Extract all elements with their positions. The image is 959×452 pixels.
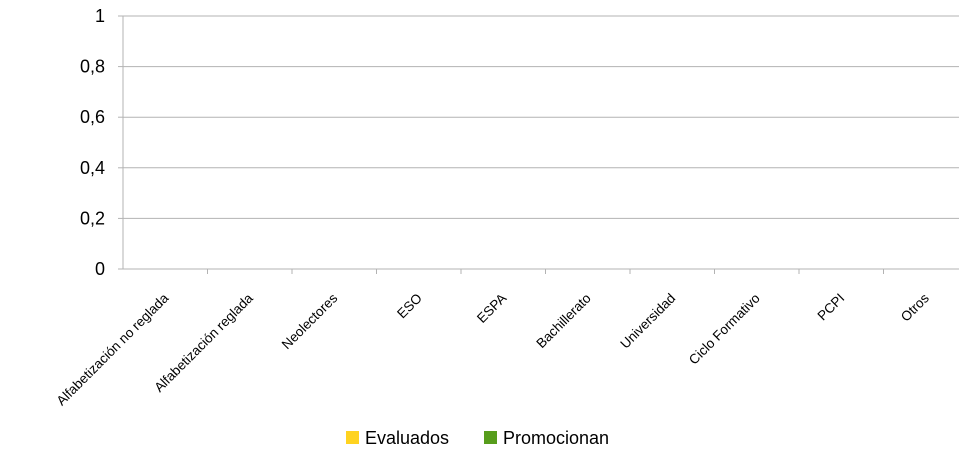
x-tick-label: Ciclo Formativo [686, 291, 763, 368]
x-tick-label: Alfabetización no reglada [54, 290, 172, 408]
x-tick-labels: Alfabetización no regladaAlfabetización … [54, 290, 932, 408]
x-tick-label: Otros [898, 290, 932, 324]
axes [118, 15, 959, 274]
legend-swatch-evaluados [346, 431, 359, 444]
x-tick-label: Neolectores [279, 290, 341, 352]
x-tick-label: ESO [394, 291, 425, 322]
x-tick-label: PCPI [814, 291, 847, 324]
legend-label-promocionan: Promocionan [503, 428, 609, 448]
y-tick-label: 1 [95, 6, 105, 26]
legend-label-evaluados: Evaluados [365, 428, 449, 448]
y-tick-labels: 0 0,2 0,4 0,6 0,8 1 [80, 6, 105, 279]
y-tick-label: 0,6 [80, 107, 105, 127]
x-tick-label: Universidad [617, 291, 678, 352]
gridlines [123, 15, 959, 270]
y-tick-label: 0,8 [80, 57, 105, 77]
legend-swatch-promocionan [484, 431, 497, 444]
y-tick-label: 0,4 [80, 158, 105, 178]
y-tick-label: 0,2 [80, 208, 105, 228]
x-tick-label: Bachillerato [533, 291, 593, 351]
legend: Evaluados Promocionan [346, 428, 609, 448]
y-tick-label: 0 [95, 259, 105, 279]
x-tick-label: Alfabetización reglada [151, 290, 256, 395]
x-tick-label: ESPA [474, 291, 509, 326]
